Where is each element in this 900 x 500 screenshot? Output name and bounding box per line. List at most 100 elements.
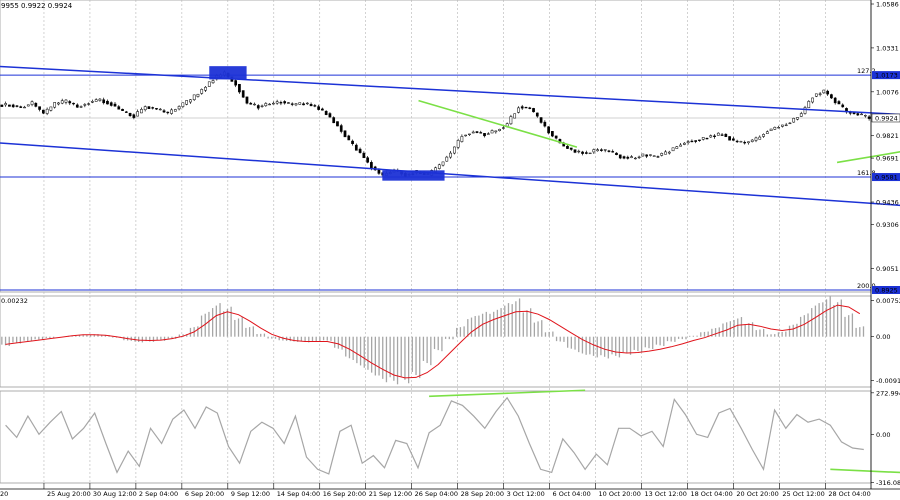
candle-body: [690, 140, 694, 143]
candle-body: [234, 80, 238, 86]
candle-body: [841, 104, 845, 108]
candle-body: [317, 106, 320, 110]
candle-body: [701, 137, 705, 140]
candle-body: [449, 152, 452, 158]
candle-body: [667, 151, 671, 154]
candle-body: [279, 102, 283, 104]
candle-body: [453, 146, 456, 154]
candle-body: [42, 109, 45, 114]
candle-body: [170, 109, 173, 114]
price-tick-label: 0.9821: [876, 132, 899, 140]
candle-body: [652, 155, 656, 157]
fibo-level-label: 127.2: [857, 67, 876, 75]
candle-body: [769, 128, 773, 131]
candle-body: [158, 108, 162, 111]
candle-body: [313, 105, 317, 107]
candle-body: [675, 146, 679, 149]
candle-body: [53, 102, 57, 108]
candle-body: [64, 99, 68, 103]
candle-body: [19, 106, 23, 108]
candle-body: [600, 149, 603, 151]
candle-body: [664, 151, 667, 155]
candle-body: [777, 127, 780, 129]
candle-body: [539, 117, 543, 123]
candle-body: [83, 104, 87, 106]
candle-body: [249, 102, 253, 105]
candle-body: [796, 117, 799, 120]
candle-body: [287, 102, 290, 104]
time-label: 18 Oct 04:00: [690, 490, 732, 498]
macd-pane[interactable]: 0.00232: [1, 296, 865, 385]
candle-body: [358, 148, 362, 153]
candle-body: [645, 154, 649, 157]
candle-body: [23, 106, 26, 109]
candle-body: [860, 113, 863, 116]
price-tick-label: 0.9051: [876, 265, 899, 273]
candle-body: [528, 107, 532, 109]
candle-body: [117, 106, 121, 110]
highlight-box-top: [209, 66, 247, 80]
candle-body: [762, 134, 765, 137]
time-label: 26 Sep 04:00: [415, 490, 458, 498]
candle-body: [852, 112, 856, 115]
candle-body: [354, 144, 358, 151]
candle-body: [185, 100, 188, 105]
candle-body: [483, 133, 486, 137]
candle-body: [343, 130, 347, 138]
candle-body: [679, 144, 682, 147]
macd-readout: 0.00232: [1, 297, 28, 305]
candle-body: [615, 152, 618, 155]
candle-body: [739, 141, 743, 143]
candle-body: [532, 108, 535, 113]
candle-body: [347, 135, 351, 141]
candle-body: [535, 112, 539, 117]
macd-signal-line: [5, 304, 861, 379]
candle-body: [290, 103, 294, 105]
candle-body: [321, 108, 324, 111]
candle-body: [245, 96, 249, 104]
candle-body: [181, 102, 185, 107]
candle-body: [155, 108, 158, 110]
cci-pane[interactable]: [5, 389, 900, 475]
candle-body: [603, 149, 607, 151]
candle-body: [336, 121, 339, 127]
current-price-tag-label: 0.9924: [875, 114, 898, 122]
time-label: 3 Oct 12:00: [507, 490, 545, 498]
time-label: 28 Oct 04:00: [828, 490, 870, 498]
time-label: 25 Aug 20:00: [47, 490, 91, 498]
candle-body: [294, 103, 298, 106]
candle-body: [618, 154, 622, 159]
candle-body: [339, 125, 343, 132]
price-tick-label: 0.9691: [876, 155, 899, 163]
candle-body: [332, 117, 336, 124]
candle-body: [502, 127, 505, 129]
candle-body: [743, 141, 747, 144]
candle-body: [577, 150, 581, 153]
candle-body: [479, 132, 483, 134]
ohlc-readout: 9955 0.9922 0.9924: [1, 2, 73, 10]
candle-body: [833, 97, 837, 104]
candle-body: [460, 136, 464, 142]
macd-tick-label: 0.00: [876, 333, 890, 341]
candle-body: [573, 149, 577, 153]
candle-body: [283, 101, 287, 104]
price-pane[interactable]: 127.2 161.8 200.0: [0, 65, 900, 291]
candle-body: [705, 137, 709, 140]
candle-body: [124, 111, 128, 113]
candle-body: [49, 106, 53, 111]
candle-body: [256, 105, 260, 109]
candle-body: [781, 124, 784, 127]
candle-body: [750, 139, 754, 142]
candle-body: [211, 80, 215, 84]
candle-body: [275, 101, 279, 104]
candle-body: [475, 131, 479, 133]
candle-body: [754, 137, 758, 141]
candle-body: [113, 103, 117, 107]
time-label: 6 Sep 20:00: [185, 490, 224, 498]
grid-lines: [0, 0, 872, 484]
candle-body: [720, 134, 724, 136]
candle-body: [377, 169, 381, 174]
